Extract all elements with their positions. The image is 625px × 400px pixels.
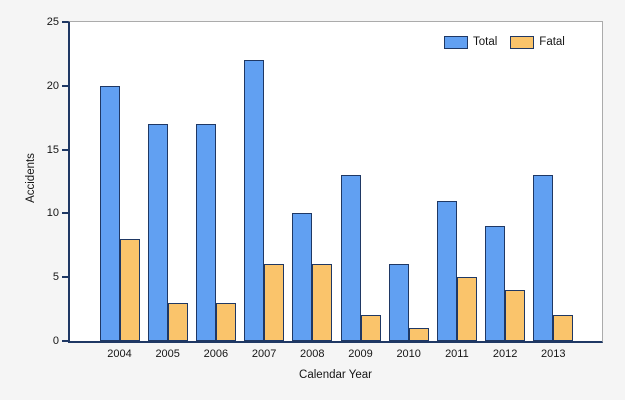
bar-group-2008 [292,213,333,341]
fatal-bar-2006 [215,302,236,341]
legend: Total Fatal [444,36,565,49]
bar-group-2012 [485,226,526,341]
total-bar-2004 [99,85,120,341]
y-tick-mark-20 [62,84,68,87]
total-bar-2006 [195,124,216,341]
total-bar-2005 [147,124,168,341]
legend-label-total: Total [473,36,498,48]
bar-group-2010 [388,264,429,341]
bar-group-2006 [195,124,236,341]
y-axis-title: Accidents [25,153,37,203]
x-tick-label-2009: 2009 [348,348,373,360]
fatal-bar-2011 [456,277,477,341]
y-tick-label-10: 10 [46,207,59,220]
bar-group-2005 [147,124,188,341]
bar-group-2009 [340,175,381,341]
x-tick-label-2006: 2006 [203,348,229,360]
total-bar-2010 [388,264,409,341]
total-bar-2008 [292,213,313,341]
y-tick-label-0: 0 [52,335,59,347]
legend-swatch-total [444,36,468,49]
y-tick-label-5: 5 [52,271,59,284]
fatal-bar-2005 [167,302,188,341]
y-tick-mark-25 [62,21,68,23]
fatal-bar-2008 [312,264,333,341]
fatal-bar-2004 [119,238,140,341]
bar-group-2004 [99,85,140,341]
y-tick-label-25: 25 [46,16,59,28]
x-tick-label-2007: 2007 [251,348,277,360]
x-tick-label-2011: 2011 [445,348,469,360]
y-tick-mark-5 [62,276,68,279]
fatal-bar-2012 [505,289,526,341]
legend-entry-fatal: Fatal [510,36,565,49]
bar-group-2007 [244,60,285,341]
x-tick-label-2012: 2012 [492,348,518,360]
total-bar-2012 [485,226,506,341]
fatal-bar-2009 [360,315,381,341]
fatal-bar-2010 [408,328,429,341]
legend-swatch-fatal [510,36,535,49]
y-tick-mark-15 [62,148,68,151]
x-tick-label-2010: 2010 [396,348,421,360]
bar-group-2013 [533,175,574,341]
legend-entry-total: Total [444,36,497,49]
y-tick-mark-0 [62,340,68,342]
y-tick-label-15: 15 [46,143,59,156]
total-bar-2007 [244,60,265,341]
fatal-bar-2007 [264,264,285,341]
x-axis-title: Calendar Year [299,369,372,381]
x-tick-label-2005: 2005 [155,348,180,360]
x-tick-label-2004: 2004 [107,348,132,360]
y-tick-label-20: 20 [46,79,59,92]
total-bar-2009 [340,175,361,341]
plot-area: Total Fatal [68,21,603,343]
bar-group-2011 [436,200,477,341]
fatal-bar-2013 [553,315,574,341]
total-bar-2011 [436,200,457,341]
legend-label-fatal: Fatal [539,36,565,48]
x-tick-label-2013: 2013 [541,348,566,360]
y-tick-mark-10 [62,212,68,215]
total-bar-2013 [533,175,554,341]
x-tick-label-2008: 2008 [300,348,325,360]
